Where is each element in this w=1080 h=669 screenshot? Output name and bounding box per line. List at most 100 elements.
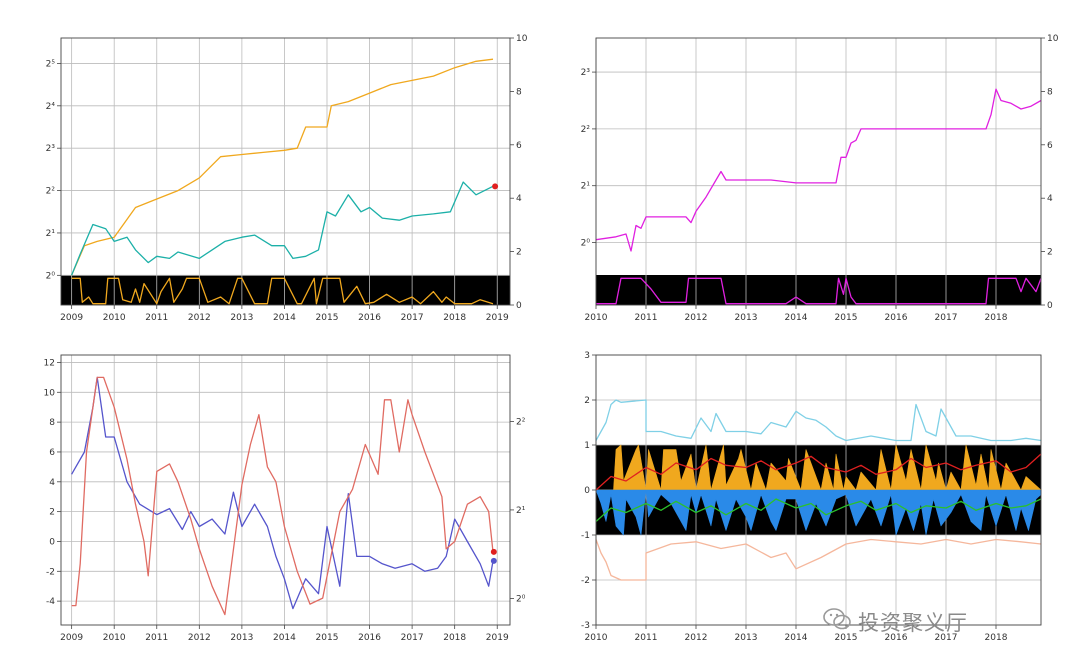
axes-frame: [595, 354, 1042, 626]
series-line-0: [595, 88, 1042, 252]
y-left-tick-label: 2¹: [46, 229, 56, 239]
y-right-tick-label: 0: [1047, 301, 1053, 311]
y-right-tick-label: 6: [516, 141, 522, 151]
series-line-1: [595, 538, 1042, 581]
x-tick-label: 2013: [735, 633, 758, 643]
chart-panel-bottom-left: 2009 2010 2011 2012 2013 2014 2015 2016 2017 2018…: [44, 354, 526, 643]
series-line-5: [595, 498, 1042, 522]
y-right-tick-label: 2¹: [516, 506, 526, 516]
y-right-tick-label: 0: [516, 301, 522, 311]
y-left-tick-label: -4: [46, 597, 55, 607]
x-tick-label: 2018: [443, 313, 466, 323]
x-tick-label: 2016: [885, 633, 908, 643]
x-tick-label: 2018: [985, 633, 1008, 643]
y-right-tick-label: 8: [516, 87, 522, 97]
x-tick-label: 2010: [103, 633, 126, 643]
x-tick-label: 2014: [273, 633, 296, 643]
series-line-1: [596, 277, 1042, 305]
series-line-4: [595, 453, 1042, 491]
axes-frame: [60, 354, 511, 626]
y-left-tick-label: 2⁵: [46, 59, 56, 69]
y-right-tick-label: 8: [1047, 87, 1053, 97]
x-tick-label: 2013: [230, 313, 253, 323]
series-marker-1: [490, 557, 497, 564]
y-left-tick-label: 1: [584, 441, 590, 451]
x-tick-label: 2011: [635, 313, 658, 323]
plot-area: [61, 38, 510, 305]
y-right-tick-label: 10: [516, 34, 528, 44]
y-left-tick-label: 0: [49, 537, 55, 547]
y-right-tick-label: 2⁰: [516, 594, 526, 604]
y-left-tick-label: 2: [49, 508, 55, 518]
x-tick-label: 2015: [835, 633, 858, 643]
x-tick-label: 2015: [316, 633, 339, 643]
x-tick-label: 2009: [60, 313, 83, 323]
series-marker-0: [492, 183, 499, 190]
y-right-tick-label: 2²: [516, 417, 526, 427]
x-tick-label: 2010: [585, 633, 608, 643]
y-left-tick-label: -3: [581, 621, 590, 631]
y-left-tick-label: 2¹: [581, 182, 591, 192]
x-tick-label: 2009: [60, 633, 83, 643]
x-tick-label: 2016: [358, 633, 381, 643]
y-left-tick-label: 4: [49, 478, 55, 488]
y-left-tick-label: 6: [49, 448, 55, 458]
wechat-icon: [823, 608, 851, 630]
plot-area: [596, 38, 1041, 305]
x-tick-label: 2016: [885, 313, 908, 323]
y-left-tick-label: -1: [581, 531, 590, 541]
x-tick-label: 2012: [685, 313, 708, 323]
x-tick-label: 2017: [935, 633, 958, 643]
watermark-text: 投资聚义厅: [858, 611, 968, 635]
x-tick-label: 2015: [835, 313, 858, 323]
y-right-tick-label: 4: [1047, 194, 1053, 204]
x-tick-label: 2011: [145, 633, 168, 643]
y-right-tick-label: 4: [516, 194, 522, 204]
chart-panel-bottom-right: 2010 2011 2012 2013 2014 2015 2016 2017 2018-3-2…: [581, 351, 1042, 643]
y-left-tick-label: 2³: [46, 144, 56, 154]
series-line-1: [70, 181, 494, 276]
y-left-tick-label: 2³: [581, 68, 591, 78]
series-line-2: [71, 277, 494, 305]
y-left-tick-label: 2⁴: [46, 102, 56, 112]
plot-area: [61, 355, 510, 625]
x-tick-label: 2014: [785, 633, 808, 643]
x-tick-label: 2017: [401, 313, 424, 323]
indicator-band: [596, 275, 1041, 305]
series-line-1: [71, 376, 494, 616]
series-marker-0: [490, 548, 497, 555]
y-left-tick-label: 2⁰: [581, 239, 591, 249]
series-line-0: [595, 399, 1042, 442]
y-right-tick-label: 6: [1047, 141, 1053, 151]
x-tick-label: 2012: [188, 633, 211, 643]
axes-frame: [60, 37, 511, 306]
y-left-tick-label: 2²: [581, 125, 591, 135]
x-tick-label: 2018: [985, 313, 1008, 323]
x-tick-label: 2013: [735, 313, 758, 323]
y-left-tick-label: 8: [49, 418, 55, 428]
chart-panel-top-right: 2010 2011 2012 2013 2014 2015 2016 2017 20182⁰2¹…: [581, 34, 1059, 323]
x-tick-label: 2010: [585, 313, 608, 323]
y-left-tick-label: 2: [584, 396, 590, 406]
y-right-tick-label: 2: [516, 248, 522, 258]
y-left-tick-label: 2⁰: [46, 271, 56, 281]
x-tick-label: 2015: [316, 313, 339, 323]
axes-frame: [595, 37, 1042, 306]
y-left-tick-label: -2: [581, 576, 590, 586]
x-tick-label: 2017: [401, 633, 424, 643]
x-tick-label: 2011: [145, 313, 168, 323]
x-tick-label: 2014: [785, 313, 808, 323]
x-tick-label: 2011: [635, 633, 658, 643]
series-area-2: [595, 444, 1042, 491]
x-tick-label: 2016: [358, 313, 381, 323]
series-line-0: [71, 58, 494, 276]
x-tick-label: 2014: [273, 313, 296, 323]
x-tick-label: 2010: [103, 313, 126, 323]
y-left-tick-label: 3: [584, 351, 590, 361]
y-right-tick-label: 2: [1047, 248, 1053, 258]
chart-panel-top-left: 2009 2010 2011 2012 2013 2014 2015 2016 2017 2018…: [46, 34, 528, 323]
x-tick-label: 2018: [443, 633, 466, 643]
y-left-tick-label: -2: [46, 567, 55, 577]
y-left-tick-label: 2²: [46, 187, 56, 197]
